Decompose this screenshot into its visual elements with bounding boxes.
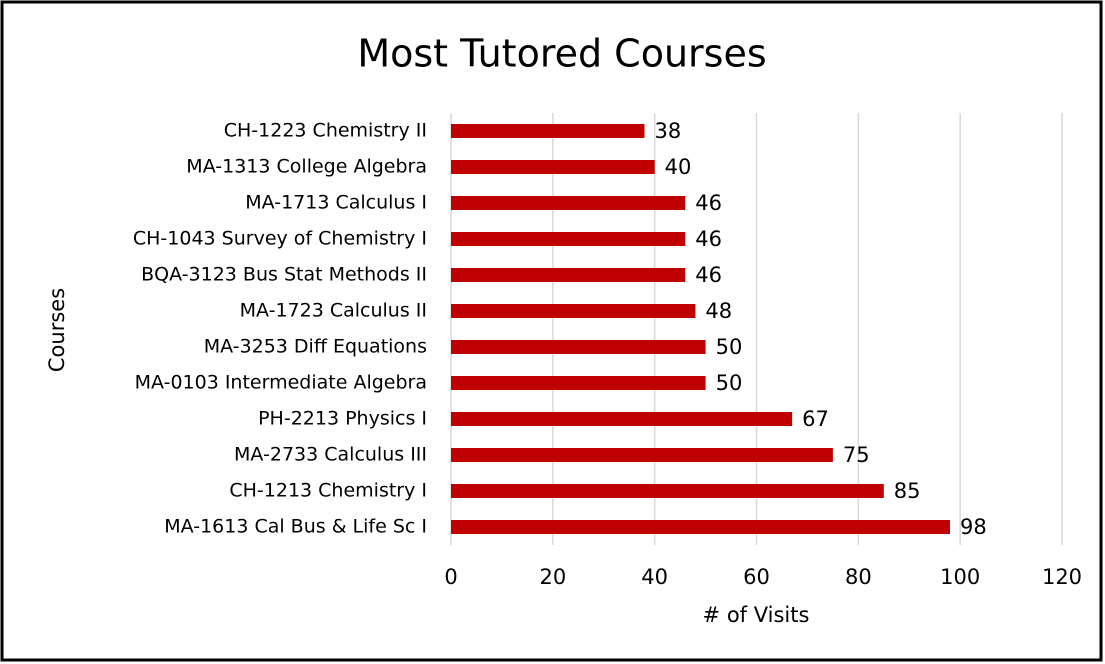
data-label: 75 bbox=[843, 443, 870, 467]
data-label: 40 bbox=[665, 155, 692, 179]
x-tick-label: 20 bbox=[539, 565, 566, 589]
bar bbox=[451, 412, 793, 426]
chart-title: Most Tutored Courses bbox=[357, 32, 766, 76]
bar bbox=[451, 484, 884, 498]
data-label: 46 bbox=[695, 191, 722, 215]
bar bbox=[451, 196, 686, 210]
y-tick-label: MA-1723 Calculus II bbox=[240, 300, 427, 322]
bar bbox=[451, 304, 696, 318]
bar bbox=[451, 160, 655, 174]
x-tick-label: 60 bbox=[743, 565, 770, 589]
x-tick-label: 0 bbox=[444, 565, 457, 589]
data-label: 50 bbox=[716, 335, 743, 359]
y-tick-label: MA-1613 Cal Bus & Life Sc I bbox=[164, 516, 427, 538]
bar bbox=[451, 340, 706, 354]
bar bbox=[451, 124, 645, 138]
data-label: 50 bbox=[716, 371, 743, 395]
data-label: 46 bbox=[695, 227, 722, 251]
y-tick-label: PH-2213 Physics I bbox=[258, 408, 427, 430]
bar bbox=[451, 268, 686, 282]
bar bbox=[451, 376, 706, 390]
data-label: 38 bbox=[654, 119, 681, 143]
data-label: 48 bbox=[705, 299, 732, 323]
y-tick-label: CH-1223 Chemistry II bbox=[224, 120, 427, 142]
y-tick-label: CH-1213 Chemistry I bbox=[229, 480, 427, 502]
y-tick-label: MA-1713 Calculus I bbox=[245, 192, 427, 214]
data-label: 85 bbox=[894, 479, 921, 503]
data-label: 46 bbox=[695, 263, 722, 287]
y-tick-label: MA-0103 Intermediate Algebra bbox=[135, 372, 427, 394]
bar bbox=[451, 448, 833, 462]
bar bbox=[451, 232, 686, 246]
y-tick-label: MA-1313 College Algebra bbox=[186, 156, 427, 178]
x-tick-label: 120 bbox=[1042, 565, 1082, 589]
data-label: 98 bbox=[960, 515, 987, 539]
data-label: 67 bbox=[802, 407, 829, 431]
bar bbox=[451, 520, 950, 534]
x-axis-label: # of Visits bbox=[703, 603, 810, 627]
y-tick-label: MA-2733 Calculus III bbox=[234, 444, 427, 466]
x-tick-label: 40 bbox=[641, 565, 668, 589]
y-tick-label: MA-3253 Diff Equations bbox=[204, 336, 427, 358]
y-tick-label: CH-1043 Survey of Chemistry I bbox=[133, 228, 427, 250]
y-tick-label: BQA-3123 Bus Stat Methods II bbox=[141, 264, 427, 286]
x-tick-label: 80 bbox=[845, 565, 872, 589]
y-axis-label: Courses bbox=[45, 288, 69, 372]
x-tick-label: 100 bbox=[940, 565, 980, 589]
